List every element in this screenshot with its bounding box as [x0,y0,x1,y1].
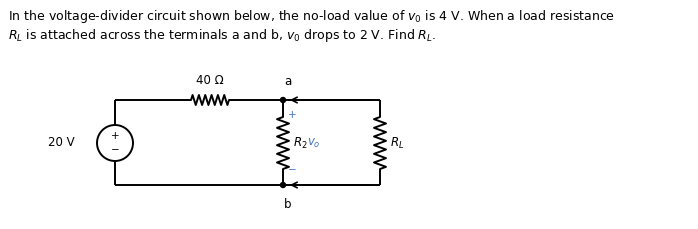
Text: +: + [111,131,119,141]
Text: b: b [284,198,292,211]
Circle shape [281,98,285,103]
Text: $R_L$ is attached across the terminals a and b, $v_0$ drops to 2 V. Find $R_L$.: $R_L$ is attached across the terminals a… [8,27,436,44]
Text: −: − [288,165,297,175]
Text: $R_2$: $R_2$ [293,135,308,150]
Text: $v_o$: $v_o$ [307,136,320,150]
Text: In the voltage-divider circuit shown below, the no-load value of $v_0$ is 4 V. W: In the voltage-divider circuit shown bel… [8,8,615,25]
Circle shape [281,183,285,188]
Text: 20 V: 20 V [48,136,75,150]
Text: 40 Ω: 40 Ω [196,74,224,87]
Text: a: a [284,75,292,88]
Text: +: + [288,110,297,120]
Text: −: − [110,145,119,155]
Text: $R_L$: $R_L$ [390,135,404,150]
